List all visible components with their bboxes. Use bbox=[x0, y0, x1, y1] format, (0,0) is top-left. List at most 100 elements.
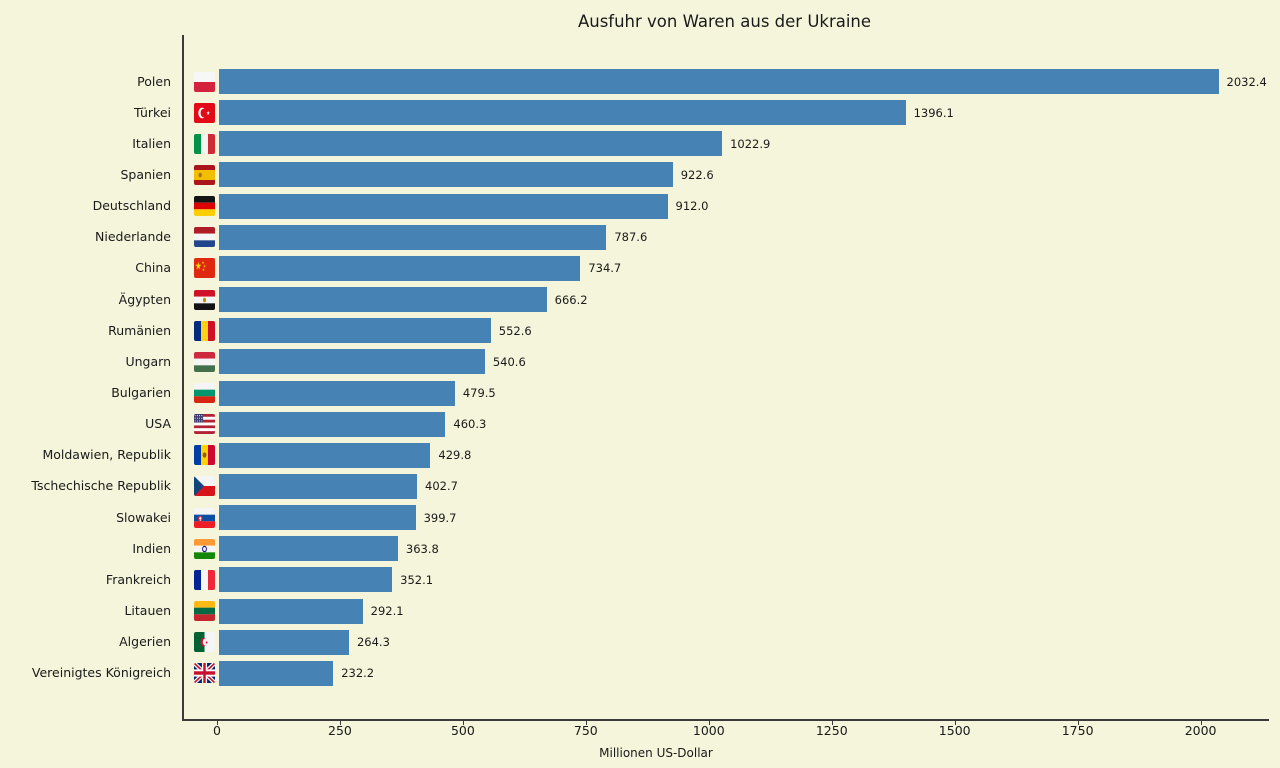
category-label: Polen bbox=[137, 73, 171, 89]
category-label: Slowakei bbox=[116, 509, 171, 525]
flag-moldova-icon bbox=[194, 445, 215, 466]
x-tick-label: 2000 bbox=[1184, 723, 1217, 738]
bar bbox=[219, 69, 1219, 94]
value-label: 912.0 bbox=[675, 199, 709, 214]
flag-china-icon: ★ ★ ★ ★ bbox=[194, 258, 215, 279]
bar bbox=[219, 318, 491, 344]
category-label: Indien bbox=[132, 540, 171, 556]
category-label: Italien bbox=[132, 135, 171, 151]
x-tick-label: 1500 bbox=[938, 723, 971, 738]
x-tick-mark bbox=[708, 721, 710, 725]
value-label: 1396.1 bbox=[913, 105, 954, 120]
value-label: 922.6 bbox=[680, 167, 714, 182]
category-label: Rumänien bbox=[108, 322, 171, 338]
value-label: 2032.4 bbox=[1226, 74, 1267, 89]
value-label: 460.3 bbox=[453, 417, 487, 432]
flag-france-icon bbox=[194, 569, 215, 590]
value-label: 734.7 bbox=[588, 261, 622, 276]
value-label: 352.1 bbox=[400, 572, 434, 587]
x-tick-mark bbox=[462, 721, 464, 725]
bar bbox=[219, 380, 455, 406]
category-label: Bulgarien bbox=[111, 385, 171, 400]
bar bbox=[219, 473, 418, 499]
flag-india-icon bbox=[194, 538, 215, 559]
svg-text:★: ★ bbox=[206, 110, 210, 117]
category-label: Frankreich bbox=[105, 571, 171, 587]
x-tick-label: 1750 bbox=[1061, 723, 1094, 738]
svg-text:★: ★ bbox=[202, 261, 205, 266]
value-label: 666.2 bbox=[554, 292, 588, 307]
x-tick-label: 500 bbox=[450, 723, 475, 738]
x-tick-mark bbox=[585, 721, 587, 725]
flag-poland-icon bbox=[194, 71, 215, 92]
bar bbox=[219, 224, 607, 250]
svg-text:★: ★ bbox=[195, 261, 202, 274]
x-tick-label: 250 bbox=[328, 723, 352, 738]
value-label: 552.6 bbox=[498, 323, 532, 338]
bar bbox=[219, 598, 363, 624]
bar bbox=[219, 193, 668, 219]
flag-usa-icon bbox=[194, 414, 215, 435]
category-label: Spanien bbox=[120, 166, 171, 182]
category-label: Vereinigtes Königreich bbox=[31, 665, 171, 681]
svg-text:★: ★ bbox=[203, 264, 206, 269]
flag-lithuania-icon bbox=[194, 601, 215, 622]
bar bbox=[219, 442, 431, 468]
flag-hungary-icon bbox=[194, 351, 215, 372]
x-tick-label: 1250 bbox=[815, 723, 848, 738]
value-label: 292.1 bbox=[370, 604, 404, 619]
svg-text:★: ★ bbox=[202, 268, 205, 273]
value-label: 429.8 bbox=[438, 448, 472, 463]
category-label: Ungarn bbox=[125, 353, 171, 369]
chart-title: Ausfuhr von Waren aus der Ukraine bbox=[577, 12, 872, 31]
flag-bulgaria-icon bbox=[194, 383, 215, 403]
category-label: Algerien bbox=[119, 634, 171, 650]
value-label: 363.8 bbox=[405, 541, 439, 556]
x-tick-mark bbox=[1200, 721, 1202, 725]
flag-spain-icon bbox=[194, 164, 215, 185]
flag-germany-icon bbox=[194, 196, 215, 217]
category-label: Litauen bbox=[124, 603, 171, 619]
bar bbox=[219, 162, 673, 188]
svg-text:★: ★ bbox=[205, 639, 208, 645]
x-tick-mark bbox=[217, 721, 218, 725]
flag-italy-icon bbox=[194, 133, 215, 154]
value-label: 264.3 bbox=[356, 635, 390, 650]
category-label: Türkei bbox=[134, 104, 171, 120]
value-label: 232.2 bbox=[341, 666, 375, 681]
category-label: Niederlande bbox=[95, 229, 171, 245]
x-tick-mark bbox=[339, 721, 341, 725]
category-label: Tschechische Republik bbox=[31, 478, 171, 494]
flag-united-kingdom-icon bbox=[194, 663, 215, 684]
bar bbox=[219, 505, 416, 531]
flag-algeria-icon: ★ bbox=[194, 632, 215, 653]
value-label: 1022.9 bbox=[730, 136, 771, 151]
value-label: 402.7 bbox=[425, 479, 458, 494]
category-label: Ägypten bbox=[118, 291, 171, 307]
bar bbox=[219, 536, 398, 562]
value-label: 540.6 bbox=[492, 354, 526, 369]
bar bbox=[219, 255, 581, 281]
x-tick-mark bbox=[954, 721, 956, 725]
value-label: 399.7 bbox=[423, 510, 457, 525]
bar bbox=[219, 411, 446, 437]
x-tick-mark bbox=[1077, 721, 1079, 725]
category-label: Moldawien, Republik bbox=[42, 447, 171, 463]
bar bbox=[219, 131, 723, 157]
bar bbox=[219, 567, 393, 593]
bar bbox=[219, 629, 349, 655]
flag-romania-icon bbox=[194, 320, 215, 341]
category-label: Deutschland bbox=[92, 198, 171, 214]
x-tick-label: 0 bbox=[213, 723, 221, 738]
x-tick-label: 1000 bbox=[692, 723, 725, 738]
bar bbox=[219, 349, 485, 375]
category-label: USA bbox=[145, 416, 171, 432]
bar bbox=[219, 100, 906, 126]
bar bbox=[219, 287, 547, 313]
value-label: 479.5 bbox=[462, 386, 496, 400]
flag-slovakia-icon bbox=[194, 507, 215, 528]
x-tick-mark bbox=[831, 721, 833, 725]
x-tick-label: 750 bbox=[573, 723, 598, 738]
bar bbox=[219, 660, 334, 686]
